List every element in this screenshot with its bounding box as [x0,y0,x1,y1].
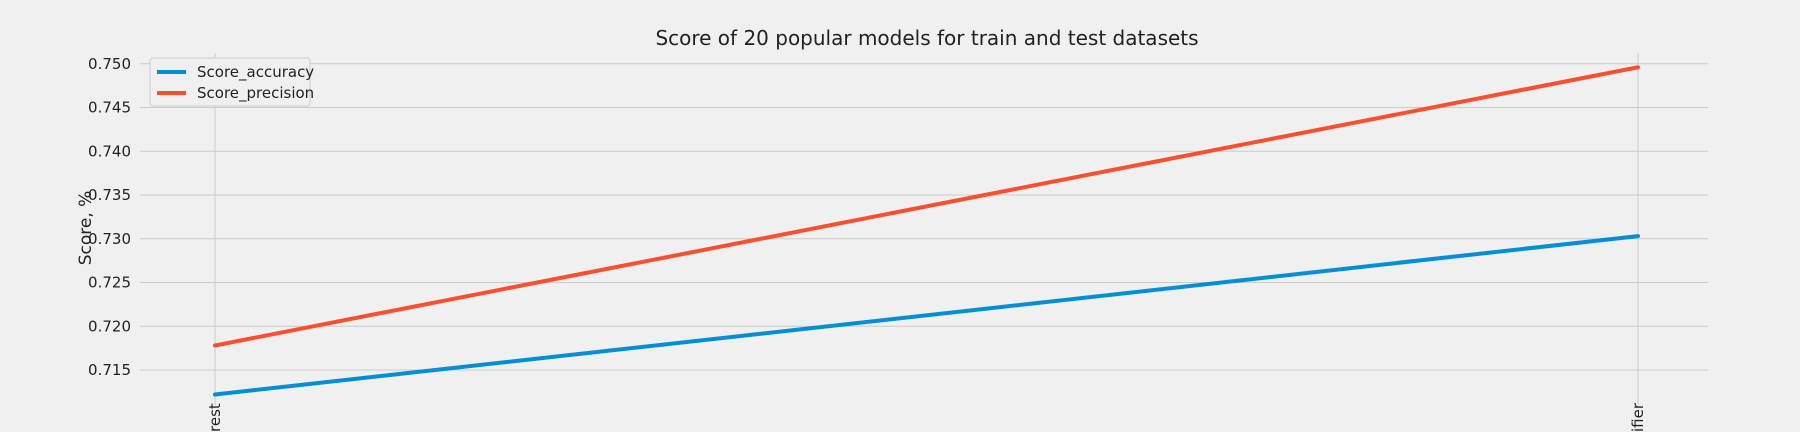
y-tick-label: 0.740 [88,142,131,160]
data-point [1637,66,1639,68]
legend-label: Score_precision [197,84,314,103]
x-tick-labels: rest ifier [206,402,1647,432]
y-tick-label: 0.745 [88,99,131,117]
data-point [1637,235,1639,237]
x-tick-label: rest [206,403,224,432]
legend: Score_accuracy Score_precision [149,57,314,107]
x-tick-label: ifier [1629,402,1647,432]
chart-title: Score of 20 popular models for train and… [655,26,1198,50]
grid-lines [140,53,1708,405]
y-tick-label: 0.730 [88,230,131,248]
y-tick-label: 0.720 [88,317,131,335]
series-lines [213,65,1640,397]
y-tick-labels: 0.715 0.720 0.725 0.730 0.735 0.740 0.745 0.750 [88,55,131,379]
y-tick-label: 0.735 [88,186,131,204]
legend-box [149,57,311,107]
y-tick-label: 0.725 [88,274,131,292]
y-tick-label: 0.750 [88,55,131,73]
data-point [214,394,216,395]
legend-label: Score_accuracy [197,63,314,82]
y-axis-label: Score, % [76,191,96,266]
series-line [213,65,1640,348]
y-tick-label: 0.715 [88,361,131,379]
data-point [214,345,216,346]
series-line [213,234,1640,397]
